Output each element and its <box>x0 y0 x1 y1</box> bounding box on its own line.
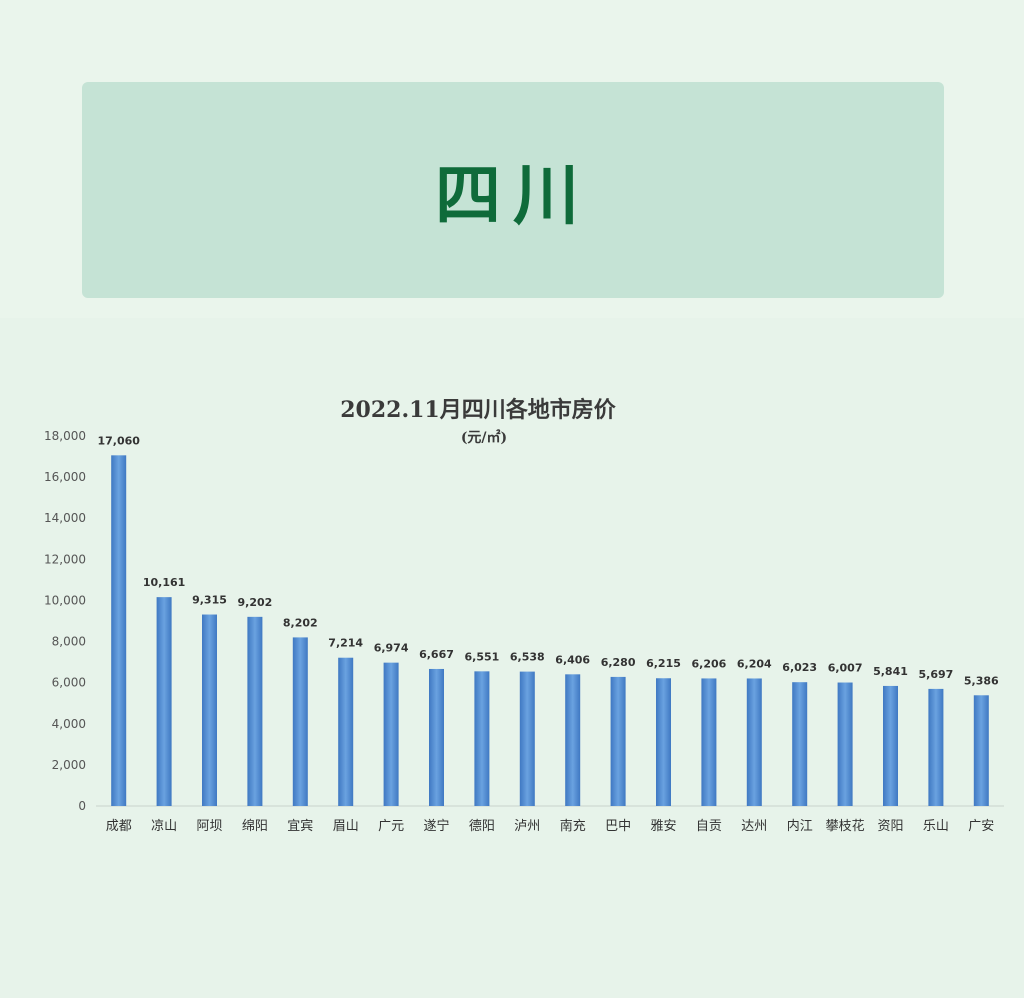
bar-德阳 <box>474 671 490 806</box>
y-axis: 0 2,000 4,000 6,000 8,000 10,000 12,000 14,000 1… <box>44 429 86 813</box>
bar-凉山 <box>156 597 172 806</box>
x-tick-label: 阿坝 <box>196 819 222 834</box>
y-tick-label: 14,000 <box>44 511 86 525</box>
bar-泸州 <box>519 671 535 806</box>
bar-内江 <box>792 682 808 806</box>
y-tick-label: 0 <box>78 799 86 813</box>
x-tick-label: 乐山 <box>923 819 949 834</box>
bar-达州 <box>746 678 762 806</box>
y-tick-label: 2,000 <box>52 758 86 772</box>
value-label: 6,551 <box>465 650 500 663</box>
value-label: 17,060 <box>97 434 140 447</box>
bar-乐山 <box>928 688 944 806</box>
x-tick-label: 眉山 <box>333 819 359 834</box>
value-label: 5,841 <box>873 665 908 678</box>
value-label: 6,023 <box>782 661 817 674</box>
value-labels-group: 17,060 10,161 9,315 9,202 8,202 7,214 6,974 6,6… <box>97 434 999 687</box>
y-tick-label: 18,000 <box>44 429 86 443</box>
y-tick-label: 16,000 <box>44 470 86 484</box>
x-tick-label: 自贡 <box>696 819 722 834</box>
y-tick-label: 4,000 <box>52 717 86 731</box>
bar-chart: 2022.11月四川各地市房价 (元/㎡) 0 2,000 4,000 6,000 8,… <box>44 397 1004 834</box>
bar-广安 <box>973 695 989 806</box>
chart-subtitle: (元/㎡) <box>461 429 507 446</box>
bar-眉山 <box>338 657 354 806</box>
value-label: 6,204 <box>737 657 772 670</box>
x-tick-label: 绵阳 <box>242 819 268 834</box>
header-card: 四川 <box>82 82 944 298</box>
bar-阿坝 <box>202 614 217 806</box>
value-label: 6,667 <box>419 648 454 661</box>
x-tick-label: 凉山 <box>151 819 177 834</box>
bar-自贡 <box>701 678 717 806</box>
bar-资阳 <box>883 685 898 806</box>
chart-title: 2022.11月四川各地市房价 <box>340 397 617 423</box>
y-tick-label: 8,000 <box>52 635 86 649</box>
x-tick-label: 成都 <box>106 819 132 834</box>
value-label: 6,406 <box>555 653 590 666</box>
value-label: 6,974 <box>374 642 409 655</box>
x-tick-label: 宜宾 <box>287 818 313 834</box>
value-label: 6,206 <box>692 657 727 670</box>
x-tick-label: 广元 <box>378 819 404 834</box>
value-label: 9,202 <box>238 596 273 609</box>
bar-遂宁 <box>429 668 444 806</box>
x-axis: 成都 凉山 阿坝 绵阳 宜宾 眉山 广元 遂宁 德阳 泸州 南充 巴中 雅安 自贡 达州 内江 攀枝花 资阳 乐山 广… <box>106 818 995 834</box>
value-label: 9,315 <box>192 594 227 607</box>
bar-绵阳 <box>247 616 263 806</box>
x-tick-label: 达州 <box>741 819 767 834</box>
bar-雅安 <box>656 678 671 806</box>
value-label: 5,386 <box>964 674 999 687</box>
page-title: 四川 <box>435 157 591 234</box>
value-label: 5,697 <box>919 668 954 681</box>
bar-宜宾 <box>292 637 308 806</box>
chart-area: 2022.11月四川各地市房价 (元/㎡) 0 2,000 4,000 6,000 8,… <box>0 380 1024 850</box>
x-tick-label: 攀枝花 <box>826 818 865 834</box>
x-tick-label: 泸州 <box>514 819 540 834</box>
value-label: 10,161 <box>143 576 185 589</box>
x-tick-label: 南充 <box>560 818 586 834</box>
value-label: 6,215 <box>646 657 681 670</box>
bar-巴中 <box>610 676 626 806</box>
x-tick-label: 遂宁 <box>423 818 449 834</box>
value-label: 6,538 <box>510 651 545 664</box>
x-tick-label: 内江 <box>787 818 813 834</box>
y-tick-label: 10,000 <box>44 593 86 607</box>
x-tick-label: 广安 <box>968 819 994 834</box>
bar-广元 <box>383 662 399 806</box>
value-label: 7,214 <box>328 637 363 650</box>
x-tick-label: 雅安 <box>650 819 676 834</box>
bar-南充 <box>565 674 581 806</box>
bars-group <box>111 455 989 806</box>
value-label: 6,280 <box>601 656 636 669</box>
x-tick-label: 巴中 <box>605 819 631 834</box>
x-tick-label: 德阳 <box>469 819 495 834</box>
bar-成都 <box>111 455 127 806</box>
y-tick-label: 12,000 <box>44 552 86 566</box>
bar-攀枝花 <box>837 682 853 806</box>
value-label: 6,007 <box>828 662 863 675</box>
y-tick-label: 6,000 <box>52 676 86 690</box>
x-tick-label: 资阳 <box>877 819 903 834</box>
value-label: 8,202 <box>283 616 318 629</box>
